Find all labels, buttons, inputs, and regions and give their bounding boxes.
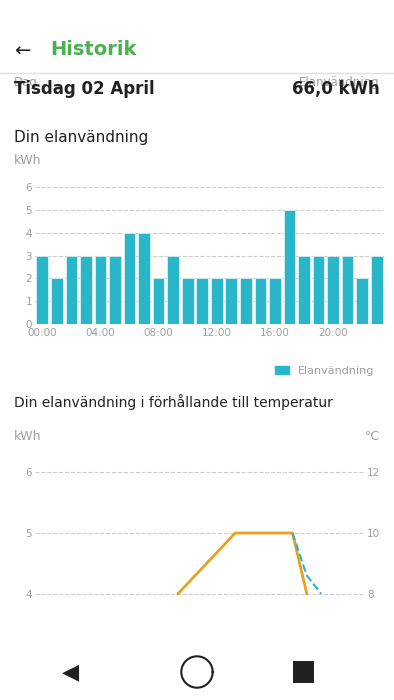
Bar bbox=[182, 279, 193, 324]
Text: °C: °C bbox=[365, 430, 380, 443]
Bar bbox=[371, 256, 383, 324]
Text: Din elanvändning: Din elanvändning bbox=[14, 130, 148, 145]
Text: Historik: Historik bbox=[50, 40, 136, 59]
Text: kWh: kWh bbox=[14, 430, 41, 443]
Text: Dag: Dag bbox=[14, 76, 38, 89]
Bar bbox=[269, 279, 281, 324]
Bar bbox=[138, 233, 150, 324]
Bar bbox=[65, 256, 77, 324]
Bar bbox=[109, 256, 121, 324]
Bar bbox=[225, 279, 237, 324]
Text: 39 %: 39 % bbox=[352, 8, 382, 20]
Bar bbox=[356, 279, 368, 324]
Bar bbox=[167, 256, 179, 324]
Bar bbox=[240, 279, 252, 324]
Legend: Elanvändning: Elanvändning bbox=[271, 362, 379, 381]
Bar bbox=[313, 256, 324, 324]
Bar bbox=[327, 256, 339, 324]
Bar bbox=[124, 233, 135, 324]
Text: kWh: kWh bbox=[14, 154, 41, 167]
Text: ◀: ◀ bbox=[62, 662, 80, 682]
Bar bbox=[80, 256, 92, 324]
Bar bbox=[211, 279, 223, 324]
Bar bbox=[153, 279, 164, 324]
Bar bbox=[284, 210, 295, 324]
Text: ←: ← bbox=[14, 42, 30, 61]
Text: Elanvändning: Elanvändning bbox=[299, 76, 380, 89]
Bar bbox=[37, 256, 48, 324]
Bar bbox=[255, 279, 266, 324]
Bar bbox=[197, 279, 208, 324]
Bar bbox=[293, 662, 314, 682]
Text: 66,0 kWh: 66,0 kWh bbox=[292, 80, 380, 98]
Text: Din elanvändning i förhållande till temperatur: Din elanvändning i förhållande till temp… bbox=[14, 394, 333, 410]
Text: 07:05: 07:05 bbox=[16, 8, 53, 20]
Bar bbox=[51, 279, 63, 324]
Bar bbox=[95, 256, 106, 324]
Bar bbox=[342, 256, 353, 324]
Bar bbox=[298, 256, 310, 324]
Text: Tisdag 02 April: Tisdag 02 April bbox=[14, 80, 154, 98]
